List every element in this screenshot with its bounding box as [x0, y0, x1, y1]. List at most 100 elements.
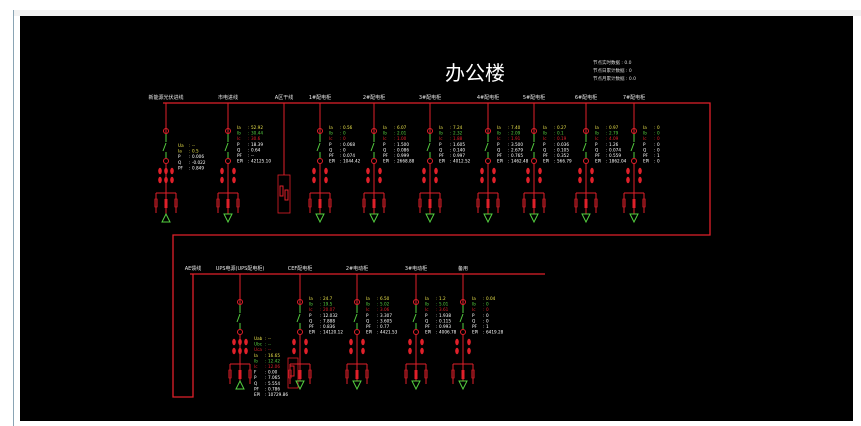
ct-fuse-icon [420, 338, 424, 346]
measurement-value: 0.086 [397, 147, 409, 152]
feeder-label: UPS电源(UPS配电柜) [216, 265, 265, 272]
measurement-label: Ib [309, 302, 313, 307]
measurement-value: 0 [343, 131, 346, 136]
measurement-row: EPI:4006.78 [425, 330, 457, 335]
measurement-row: Ic:0.19 [543, 136, 567, 141]
feeder[interactable]: 3#电动柜Ia:1.2Ib:5.01Ic:3.61P:1.938Q:0.115P… [404, 265, 457, 391]
feeder[interactable]: 市电进线Ia:52.92Ib:30.44Ic:30.6P:18.39Q:0.64… [216, 94, 272, 224]
feeder[interactable]: AE馈线 [185, 265, 202, 272]
load-triangle-icon [352, 380, 362, 391]
measurement-value: 18.39 [251, 142, 263, 147]
measurement-sep: : [436, 324, 437, 329]
measurement-label: Q [237, 147, 241, 152]
breaker-terminal-icon [317, 128, 323, 134]
measurement-label: PF [254, 386, 260, 391]
feeder[interactable]: 4#配电柜Ia:7.40Ib:2.09Ic:1.91P:3.500Q:2.679… [476, 94, 529, 224]
feeder[interactable]: 3#配电柜Ia:7.24Ib:2.32Ic:1.88P:1.605Q:0.140… [418, 94, 471, 224]
measurement-sep: : [654, 125, 655, 130]
measurement-label: Q [643, 147, 647, 152]
feeder[interactable]: A区干线 [275, 94, 293, 214]
measurement-sep: : [436, 318, 437, 323]
measurement-value: 1862.04 [609, 159, 627, 164]
measurement-sep: : [508, 153, 509, 158]
load-triangle-icon [425, 213, 435, 224]
measurement-row: Ib:12.42 [254, 358, 280, 363]
resistor-icon [471, 369, 475, 379]
measurement-value: 4.09 [609, 136, 619, 141]
measurement-sep: : [377, 330, 378, 335]
measurement-value: 1462.48 [511, 159, 529, 164]
measurement-label: EPI [595, 159, 601, 164]
measurement-sep: : [554, 131, 555, 136]
measurement-value: 4006.78 [439, 330, 457, 335]
ct-fuse-icon [638, 176, 642, 184]
measurement-value: 0.64 [251, 147, 261, 152]
breaker-terminal-icon [485, 128, 491, 134]
measurement-value: 1.00 [397, 136, 407, 141]
feeder-label: 5#配电柜 [523, 94, 545, 101]
measurement-sep: : [554, 136, 555, 141]
measurement-label: Q [543, 147, 547, 152]
measurement-row: Ic:1.00 [383, 136, 407, 141]
measurement-row: Ia:0.04 [472, 296, 496, 301]
measurement-sep: : [189, 165, 190, 170]
ct-fuse-icon [420, 347, 424, 355]
measurement-sep: : [340, 125, 341, 130]
measurement-label: P [543, 142, 546, 147]
measurement-sep: : [377, 302, 378, 307]
measurement-label: P [309, 313, 312, 318]
measurement-row: Q:0 [472, 318, 489, 323]
feeder[interactable]: 2#配电柜Ia:6.07Ib:2.01Ic:1.00P:1.500Q:0.086… [362, 94, 415, 224]
feeder[interactable]: 5#配电柜Ia:0.27Ib:0.1Ic:0.19P:0.036Q:0.105P… [522, 94, 572, 224]
breaker-terminal-icon [163, 158, 169, 164]
measurement-label: Ib [329, 131, 333, 136]
measurement-label: Ib [543, 131, 547, 136]
feeder[interactable]: 2#电动柜Ia:6.50Ib:5.02Ic:3.06P:3.307Q:3.605… [345, 265, 398, 391]
measurement-label: EPI [254, 392, 260, 397]
measurement-value: 2.32 [453, 131, 463, 136]
measurement-label: P [497, 142, 500, 147]
feeder[interactable]: UPS电源(UPS配电柜)Uab: --Ubc: --Uca: --Ia:16.65I… [216, 265, 289, 397]
feeder[interactable]: 1#配电柜Ia:0.56Ib:0Ic:0P:0.068Q:0PF:0.074EP… [308, 94, 361, 224]
measurement-value: 2668.88 [397, 159, 415, 164]
measurement-sep: : [606, 147, 607, 152]
measurement-row: P:1.500 [383, 142, 409, 147]
measurement-row: Ib:0 [329, 131, 346, 136]
measurement-label: Ia [309, 296, 313, 301]
measurement-value: 0.036 [557, 142, 569, 147]
ct-fuse-icon [467, 338, 471, 346]
resistor-icon [279, 185, 284, 197]
measurement-sep: : [248, 153, 249, 158]
stat-item: 节点月累计数据 : 0.0 [593, 75, 636, 82]
measurement-row: PF:0.559 [595, 153, 621, 158]
measurement-label: Ic [595, 136, 599, 141]
measurement-value: 1.605 [453, 142, 465, 147]
measurement-row: Ia:52.92 [237, 125, 263, 130]
ct-fuse-icon [232, 167, 236, 175]
resistor-icon [404, 369, 408, 379]
resistor-icon [365, 369, 369, 379]
measurement-value: -- [251, 153, 255, 158]
measurement-value: 2.679 [511, 147, 523, 152]
measurement-label: EPI [643, 159, 649, 164]
measurement-label: Ia [472, 296, 476, 301]
feeder[interactable]: 6#配电柜Ia:0.97Ib:2.79Ic:4.09P:1.26Q:0.074P… [574, 94, 627, 224]
measurement-sep: : [450, 125, 451, 130]
window-top-bar [14, 10, 861, 16]
measurement-sep: : [340, 159, 341, 164]
measurement-sep: : [654, 147, 655, 152]
measurement-sep: : [248, 159, 249, 164]
resistor-icon [328, 198, 332, 208]
breaker-terminal-icon [427, 128, 433, 134]
measurement-row: EPI:1044.42 [329, 159, 361, 164]
feeder[interactable]: CEF配电柜Ia:24.7Ib:19.5Ic:20.07P:12.032Q:7.… [287, 265, 344, 391]
measurement-value: 0.006 [192, 154, 204, 159]
measurement-label: P [472, 313, 475, 318]
measurement-sep: : [394, 131, 395, 136]
measurement-sep: : [320, 307, 321, 312]
